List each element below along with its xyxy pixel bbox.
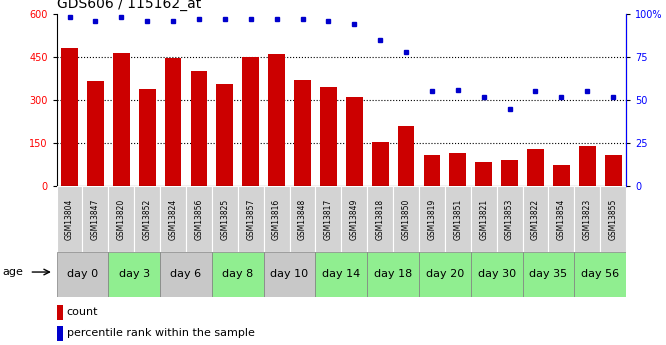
Text: GSM13820: GSM13820 — [117, 198, 126, 240]
Text: GSM13856: GSM13856 — [194, 198, 204, 240]
Text: day 18: day 18 — [374, 269, 412, 279]
Bar — [87, 81, 104, 186]
Bar — [238, 186, 264, 252]
Text: GSM13823: GSM13823 — [583, 198, 591, 240]
Bar — [445, 186, 471, 252]
Bar — [316, 252, 367, 297]
Text: GSM13821: GSM13821 — [479, 198, 488, 240]
Text: day 56: day 56 — [581, 269, 619, 279]
Bar — [57, 326, 63, 342]
Bar — [83, 186, 109, 252]
Bar — [109, 186, 135, 252]
Bar — [523, 252, 574, 297]
Bar — [501, 160, 518, 186]
Text: GSM13822: GSM13822 — [531, 198, 540, 240]
Bar — [471, 252, 523, 297]
Bar — [372, 142, 388, 186]
Bar — [160, 186, 186, 252]
Text: GSM13851: GSM13851 — [454, 198, 462, 240]
Bar — [268, 54, 285, 186]
Text: GSM13817: GSM13817 — [324, 198, 333, 240]
Text: GSM13853: GSM13853 — [505, 198, 514, 240]
Bar — [574, 186, 600, 252]
Bar — [113, 52, 130, 186]
Bar — [57, 305, 63, 320]
Text: GSM13854: GSM13854 — [557, 198, 566, 240]
Bar — [242, 57, 259, 186]
Text: GSM13825: GSM13825 — [220, 198, 229, 240]
Bar — [398, 126, 414, 186]
Bar — [497, 186, 523, 252]
Bar — [294, 80, 311, 186]
Bar — [160, 252, 212, 297]
Text: day 20: day 20 — [426, 269, 464, 279]
Text: GSM13819: GSM13819 — [428, 198, 436, 240]
Bar — [57, 252, 109, 297]
Text: GSM13855: GSM13855 — [609, 198, 617, 240]
Bar — [135, 186, 160, 252]
Text: day 3: day 3 — [119, 269, 150, 279]
Text: day 35: day 35 — [529, 269, 567, 279]
Text: age: age — [3, 267, 24, 277]
Text: GSM13804: GSM13804 — [65, 198, 74, 240]
Bar — [212, 186, 238, 252]
Bar — [450, 153, 466, 186]
Text: GSM13849: GSM13849 — [350, 198, 359, 240]
Bar — [605, 155, 621, 186]
Text: GDS606 / 115162_at: GDS606 / 115162_at — [57, 0, 201, 11]
Bar — [367, 252, 419, 297]
Text: GSM13818: GSM13818 — [376, 198, 385, 240]
Bar — [341, 186, 367, 252]
Bar — [264, 186, 290, 252]
Text: day 0: day 0 — [67, 269, 98, 279]
Bar — [264, 252, 316, 297]
Bar — [393, 186, 419, 252]
Bar — [320, 87, 337, 186]
Bar — [579, 146, 595, 186]
Text: GSM13852: GSM13852 — [143, 198, 152, 240]
Text: day 30: day 30 — [478, 269, 515, 279]
Bar — [574, 252, 626, 297]
Bar — [527, 149, 544, 186]
Bar — [290, 186, 316, 252]
Bar — [424, 155, 440, 186]
Text: GSM13816: GSM13816 — [272, 198, 281, 240]
Bar — [471, 186, 497, 252]
Bar — [548, 186, 574, 252]
Text: GSM13824: GSM13824 — [168, 198, 178, 240]
Bar — [212, 252, 264, 297]
Bar — [419, 252, 471, 297]
Bar — [553, 165, 569, 186]
Bar — [186, 186, 212, 252]
Text: GSM13847: GSM13847 — [91, 198, 100, 240]
Bar — [316, 186, 341, 252]
Text: GSM13848: GSM13848 — [298, 198, 307, 240]
Text: GSM13850: GSM13850 — [402, 198, 410, 240]
Bar — [523, 186, 548, 252]
Text: GSM13857: GSM13857 — [246, 198, 255, 240]
Text: day 8: day 8 — [222, 269, 254, 279]
Text: day 14: day 14 — [322, 269, 360, 279]
Bar — [346, 97, 363, 186]
Bar — [216, 84, 233, 186]
Bar — [419, 186, 445, 252]
Text: day 6: day 6 — [170, 269, 202, 279]
Bar — [57, 186, 83, 252]
Bar — [367, 186, 393, 252]
Bar — [600, 186, 626, 252]
Bar — [190, 71, 207, 186]
Bar — [165, 58, 182, 186]
Bar — [139, 89, 156, 186]
Text: count: count — [67, 307, 99, 317]
Text: percentile rank within the sample: percentile rank within the sample — [67, 328, 254, 338]
Bar — [61, 48, 78, 186]
Text: day 10: day 10 — [270, 269, 308, 279]
Bar — [109, 252, 160, 297]
Bar — [476, 162, 492, 186]
